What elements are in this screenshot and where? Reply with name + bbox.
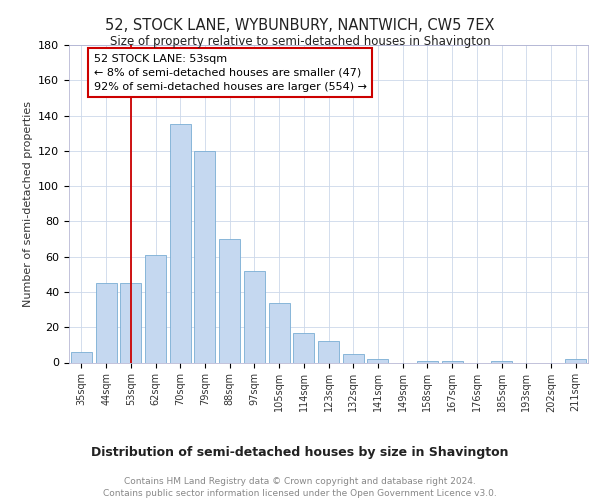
Y-axis label: Number of semi-detached properties: Number of semi-detached properties	[23, 101, 32, 306]
Bar	[120, 283, 141, 362]
Text: Distribution of semi-detached houses by size in Shavington: Distribution of semi-detached houses by …	[91, 446, 509, 459]
Bar	[293, 332, 314, 362]
Bar	[442, 360, 463, 362]
Text: Size of property relative to semi-detached houses in Shavington: Size of property relative to semi-detach…	[110, 35, 490, 48]
Bar	[318, 342, 339, 362]
Bar	[565, 359, 586, 362]
Bar	[367, 359, 388, 362]
Text: Contains HM Land Registry data © Crown copyright and database right 2024.
Contai: Contains HM Land Registry data © Crown c…	[103, 476, 497, 498]
Bar	[343, 354, 364, 362]
Bar	[269, 302, 290, 362]
Bar	[417, 360, 438, 362]
Text: 52 STOCK LANE: 53sqm
← 8% of semi-detached houses are smaller (47)
92% of semi-d: 52 STOCK LANE: 53sqm ← 8% of semi-detach…	[94, 54, 367, 92]
Bar	[95, 283, 116, 362]
Bar	[71, 352, 92, 362]
Text: 52, STOCK LANE, WYBUNBURY, NANTWICH, CW5 7EX: 52, STOCK LANE, WYBUNBURY, NANTWICH, CW5…	[105, 18, 495, 32]
Bar	[194, 151, 215, 362]
Bar	[491, 360, 512, 362]
Bar	[170, 124, 191, 362]
Bar	[145, 255, 166, 362]
Bar	[244, 271, 265, 362]
Bar	[219, 239, 240, 362]
